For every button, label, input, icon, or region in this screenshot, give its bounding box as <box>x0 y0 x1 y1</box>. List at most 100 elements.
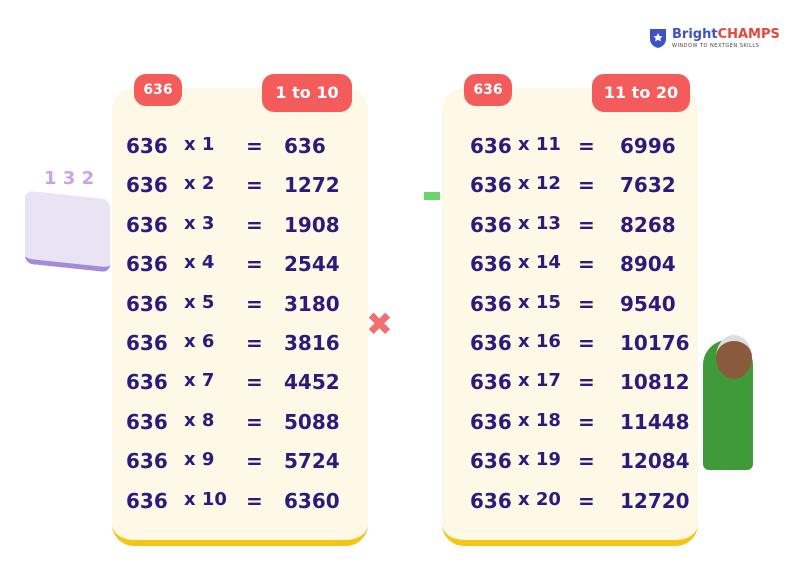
row-base: 636 <box>470 291 512 316</box>
row-base: 636 <box>126 173 168 198</box>
row-result: 11448 <box>620 409 690 434</box>
row-result: 4452 <box>284 370 340 395</box>
row-mult: x 4 <box>184 252 215 274</box>
brand-name-2: CHAMPS <box>717 27 780 42</box>
table-row: 636 x 18 = 11448 <box>442 410 698 440</box>
minus-sign-decoration <box>424 192 440 200</box>
row-result: 6360 <box>284 488 340 513</box>
row-base: 636 <box>470 449 512 474</box>
row-result: 10176 <box>620 331 690 355</box>
row-eq: = <box>578 409 595 434</box>
row-eq: = <box>246 212 263 237</box>
row-base: 636 <box>126 409 168 434</box>
table-row: 636 x 19 = 12084 <box>442 449 698 479</box>
table-row: 636 x 11 = 6996 <box>442 134 698 164</box>
row-result: 5088 <box>284 409 340 434</box>
row-base: 636 <box>126 449 168 474</box>
row-base: 636 <box>470 331 512 355</box>
row-result: 7632 <box>620 173 676 198</box>
row-mult: x 17 <box>518 370 561 392</box>
table-row: 636 x 12 = 7632 <box>442 173 698 203</box>
row-mult: x 7 <box>184 370 215 392</box>
row-base: 636 <box>126 370 168 395</box>
row-mult: x 14 <box>518 252 561 274</box>
row-result: 1908 <box>284 212 340 237</box>
row-base: 636 <box>126 252 168 277</box>
character-head <box>716 335 752 379</box>
row-eq: = <box>246 173 263 198</box>
row-eq: = <box>246 252 263 277</box>
table-row: 636 x 7 = 4452 <box>112 370 368 400</box>
row-result: 5724 <box>284 449 340 474</box>
row-eq: = <box>578 134 595 158</box>
table-row: 636 x 2 = 1272 <box>112 173 368 203</box>
row-base: 636 <box>126 331 168 355</box>
row-mult: x 11 <box>518 134 561 155</box>
number-tag: 636 <box>134 74 182 106</box>
row-mult: x 13 <box>518 212 561 234</box>
row-base: 636 <box>470 488 512 513</box>
table-card-1-to-10: 636 1 to 10 636 x 1 = 636 636 x 2 = 1272 636 x 3 =… <box>112 74 368 546</box>
row-base: 636 <box>126 488 168 513</box>
row-result: 12720 <box>620 488 690 513</box>
shield-icon <box>650 29 666 48</box>
row-result: 10812 <box>620 370 690 395</box>
row-eq: = <box>246 488 263 513</box>
row-mult: x 15 <box>518 291 561 313</box>
row-base: 636 <box>470 173 512 198</box>
row-mult: x 9 <box>184 449 215 471</box>
row-result: 1272 <box>284 173 340 198</box>
row-base: 636 <box>126 134 168 158</box>
row-result: 3816 <box>284 331 340 355</box>
row-result: 6996 <box>620 134 676 158</box>
book-decoration <box>25 190 110 273</box>
table-card-11-to-20: 636 11 to 20 636 x 11 = 6996 636 x 12 = 7632 636… <box>442 74 698 546</box>
row-eq: = <box>578 488 595 513</box>
row-mult: x 8 <box>184 409 215 431</box>
row-mult: x 10 <box>184 488 227 510</box>
row-mult: x 19 <box>518 449 561 471</box>
row-mult: x 12 <box>518 173 561 195</box>
row-base: 636 <box>126 212 168 237</box>
row-result: 3180 <box>284 291 340 316</box>
table-row: 636 x 3 = 1908 <box>112 213 368 243</box>
row-eq: = <box>578 449 595 474</box>
range-tag: 11 to 20 <box>592 74 690 112</box>
row-eq: = <box>578 173 595 198</box>
table-row: 636 x 16 = 10176 <box>442 331 698 361</box>
brand-name-1: Bright <box>672 27 718 42</box>
row-eq: = <box>246 331 263 355</box>
table-row: 636 x 14 = 8904 <box>442 252 698 282</box>
row-mult: x 20 <box>518 488 561 510</box>
row-base: 636 <box>470 134 512 158</box>
row-result: 2544 <box>284 252 340 277</box>
table-row: 636 x 15 = 9540 <box>442 292 698 322</box>
number-decoration: 1 3 2 <box>44 168 95 189</box>
row-eq: = <box>578 252 595 277</box>
row-mult: x 1 <box>184 134 215 155</box>
row-eq: = <box>246 134 263 158</box>
row-result: 8904 <box>620 252 676 277</box>
table-row: 636 x 8 = 5088 <box>112 410 368 440</box>
row-eq: = <box>578 331 595 355</box>
row-base: 636 <box>126 291 168 316</box>
row-eq: = <box>578 370 595 395</box>
number-tag: 636 <box>464 74 512 106</box>
row-eq: = <box>578 212 595 237</box>
table-row: 636 x 10 = 6360 <box>112 489 368 519</box>
row-eq: = <box>578 291 595 316</box>
row-mult: x 6 <box>184 331 215 352</box>
row-eq: = <box>246 370 263 395</box>
table-row: 636 x 13 = 8268 <box>442 213 698 243</box>
row-base: 636 <box>470 409 512 434</box>
table-row: 636 x 20 = 12720 <box>442 489 698 519</box>
row-result: 9540 <box>620 291 676 316</box>
row-mult: x 5 <box>184 291 215 313</box>
range-tag: 1 to 10 <box>262 74 352 112</box>
row-result: 12084 <box>620 449 690 474</box>
table-row: 636 x 9 = 5724 <box>112 449 368 479</box>
row-base: 636 <box>470 370 512 395</box>
row-base: 636 <box>470 252 512 277</box>
row-eq: = <box>246 449 263 474</box>
row-result: 8268 <box>620 212 676 237</box>
